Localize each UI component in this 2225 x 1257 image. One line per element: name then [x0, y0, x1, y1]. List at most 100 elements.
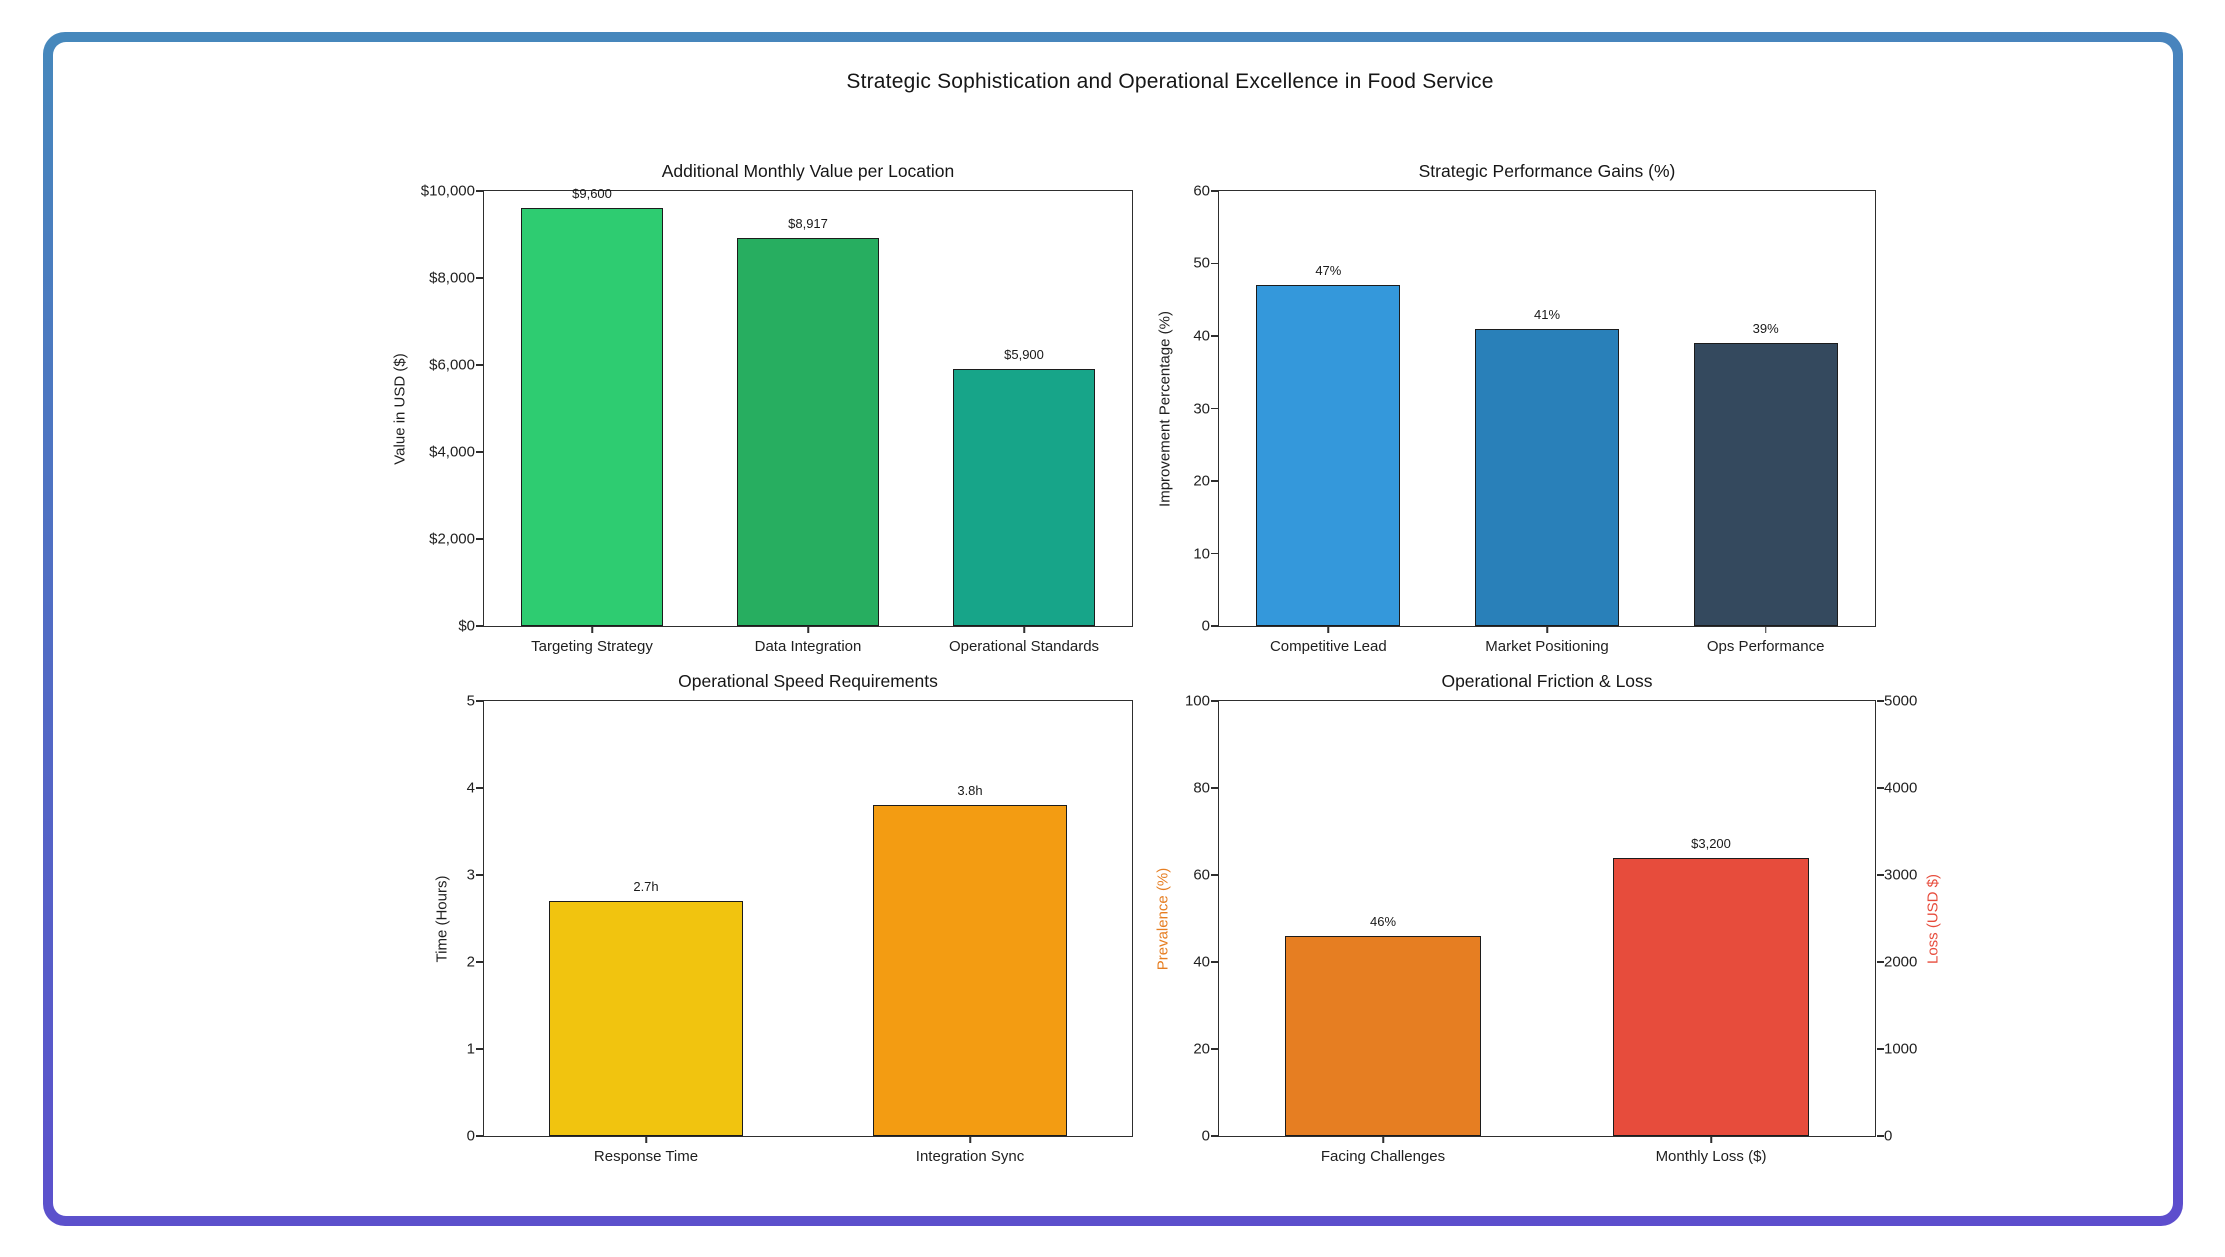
- chart-title: Operational Speed Requirements: [678, 671, 938, 691]
- x-tick-label: Integration Sync: [915, 1148, 1025, 1165]
- y-tick-mark: [475, 700, 483, 702]
- subplot-performance-gains: Strategic Performance Gains (%) Improveme…: [1157, 161, 1876, 655]
- y-tick-mark: [1210, 407, 1218, 410]
- y-tick-mark: [1876, 874, 1884, 876]
- y-tick-mark: [1210, 1135, 1218, 1137]
- y-tick-mark: [1876, 961, 1884, 963]
- y-axis-label: Loss (USD $): [1924, 873, 1942, 964]
- y-tick-label: 0: [466, 1127, 475, 1145]
- bar-operational-standards: [952, 369, 1096, 626]
- y-tick-label: $8,000: [429, 269, 475, 287]
- y-tick-label: 60: [1193, 182, 1210, 200]
- y-axis-label: Improvement Percentage (%): [1156, 310, 1174, 507]
- x-tick-mark: [969, 1136, 971, 1143]
- bar-value-label: 41%: [1533, 306, 1561, 322]
- figure-canvas: Strategic Sophistication and Operational…: [390, 0, 1950, 1257]
- x-tick-mark: [1327, 626, 1330, 633]
- y-tick-mark: [475, 1048, 483, 1050]
- y-tick-mark: [475, 961, 483, 963]
- x-tick-label: Market Positioning: [1485, 638, 1609, 655]
- chart-title: Additional Monthly Value per Location: [661, 161, 955, 181]
- bar-monthly-loss: [1612, 857, 1810, 1136]
- y-tick-label: 50: [1193, 254, 1210, 272]
- bar-targeting-strategy: [520, 208, 664, 626]
- bar-integration-sync: [872, 805, 1068, 1136]
- bar-competitive-lead: [1256, 285, 1401, 626]
- y-tick-label: $4,000: [429, 443, 475, 461]
- chart-title: Operational Friction & Loss: [1441, 671, 1653, 691]
- bar-value-label: $8,917: [788, 216, 828, 232]
- figure-main-title: Strategic Sophistication and Operational…: [846, 70, 1494, 93]
- bar-value-label: 47%: [1315, 263, 1342, 279]
- x-tick-mark: [1710, 1136, 1712, 1143]
- y-tick-mark: [475, 625, 483, 627]
- bar-facing-challenges: [1284, 935, 1482, 1136]
- y-tick-mark: [475, 190, 483, 192]
- y-tick-label: 5: [466, 692, 475, 710]
- y-tick-label: 2000: [1884, 953, 1918, 971]
- subplot-friction-loss: Operational Friction & Loss Prevalence (%…: [1155, 671, 1942, 1165]
- bar-value-label: 3.8h: [957, 783, 983, 799]
- y-tick-mark: [475, 874, 483, 876]
- bar-value-label: 2.7h: [633, 879, 659, 895]
- y-tick-label: $6,000: [429, 356, 475, 374]
- y-tick-label: 80: [1193, 779, 1210, 797]
- y-tick-mark: [1210, 1048, 1218, 1050]
- x-tick-mark: [1546, 626, 1548, 633]
- y-tick-label: 0: [1201, 617, 1210, 635]
- y-tick-mark: [1210, 480, 1218, 482]
- y-tick-label: $0: [458, 617, 475, 635]
- x-tick-mark: [645, 1136, 647, 1143]
- y-tick-label: 5000: [1884, 692, 1918, 710]
- bar-value-label: $9,600: [572, 186, 612, 202]
- y-tick-label: 4: [466, 779, 475, 797]
- bar-value-label: 39%: [1752, 321, 1779, 337]
- y-tick-label: 1: [466, 1040, 475, 1058]
- bar-data-integration: [736, 238, 880, 626]
- x-tick-label: Ops Performance: [1706, 638, 1825, 655]
- x-tick-label: Facing Challenges: [1320, 1148, 1446, 1165]
- y-tick-label: 0: [1201, 1127, 1210, 1145]
- x-tick-label: Data Integration: [754, 638, 862, 655]
- y-tick-mark: [1210, 625, 1218, 627]
- x-tick-mark: [1023, 626, 1025, 633]
- x-tick-mark: [591, 626, 593, 633]
- x-tick-label: Competitive Lead: [1269, 638, 1387, 655]
- x-tick-label: Operational Standards: [948, 638, 1100, 655]
- y-tick-mark: [475, 538, 483, 540]
- y-tick-mark: [1210, 700, 1218, 702]
- y-tick-mark: [1210, 190, 1218, 192]
- y-tick-mark: [1210, 262, 1218, 265]
- subplot-speed-requirements: Operational Speed Requirements Time (Hour…: [434, 671, 1133, 1165]
- x-tick-label: Targeting Strategy: [531, 638, 653, 655]
- bar-value-label: $3,200: [1691, 835, 1731, 851]
- y-tick-mark: [1210, 874, 1218, 876]
- y-tick-mark: [475, 364, 483, 366]
- y-tick-mark: [475, 277, 483, 279]
- y-tick-mark: [1210, 961, 1218, 963]
- y-axis-label: Prevalence (%): [1154, 867, 1172, 970]
- y-tick-mark: [1876, 1135, 1884, 1137]
- bar-value-label: $5,900: [1004, 347, 1044, 363]
- bar-market-positioning: [1474, 328, 1620, 626]
- y-tick-label: 30: [1193, 400, 1210, 417]
- y-tick-mark: [1210, 552, 1218, 555]
- y-tick-label: 1000: [1884, 1040, 1918, 1058]
- y-tick-label: 100: [1184, 692, 1210, 710]
- y-tick-mark: [1876, 700, 1884, 702]
- subplot-monthly-value: Additional Monthly Value per Location Val…: [392, 161, 1133, 655]
- y-tick-mark: [1210, 335, 1218, 337]
- chart-title: Strategic Performance Gains (%): [1418, 161, 1676, 181]
- y-tick-mark: [475, 1135, 483, 1137]
- y-tick-label: 20: [1193, 1040, 1210, 1058]
- bar-response-time: [548, 901, 744, 1136]
- y-axis-label: Value in USD ($): [391, 352, 409, 465]
- y-tick-label: $10,000: [420, 182, 475, 200]
- x-tick-mark: [1382, 1136, 1384, 1143]
- y-tick-mark: [1210, 787, 1218, 789]
- y-tick-label: $2,000: [429, 530, 475, 548]
- y-tick-label: 10: [1193, 545, 1210, 562]
- x-tick-mark: [1764, 626, 1767, 633]
- y-tick-label: 40: [1193, 327, 1210, 345]
- x-tick-label: Monthly Loss ($): [1655, 1148, 1767, 1165]
